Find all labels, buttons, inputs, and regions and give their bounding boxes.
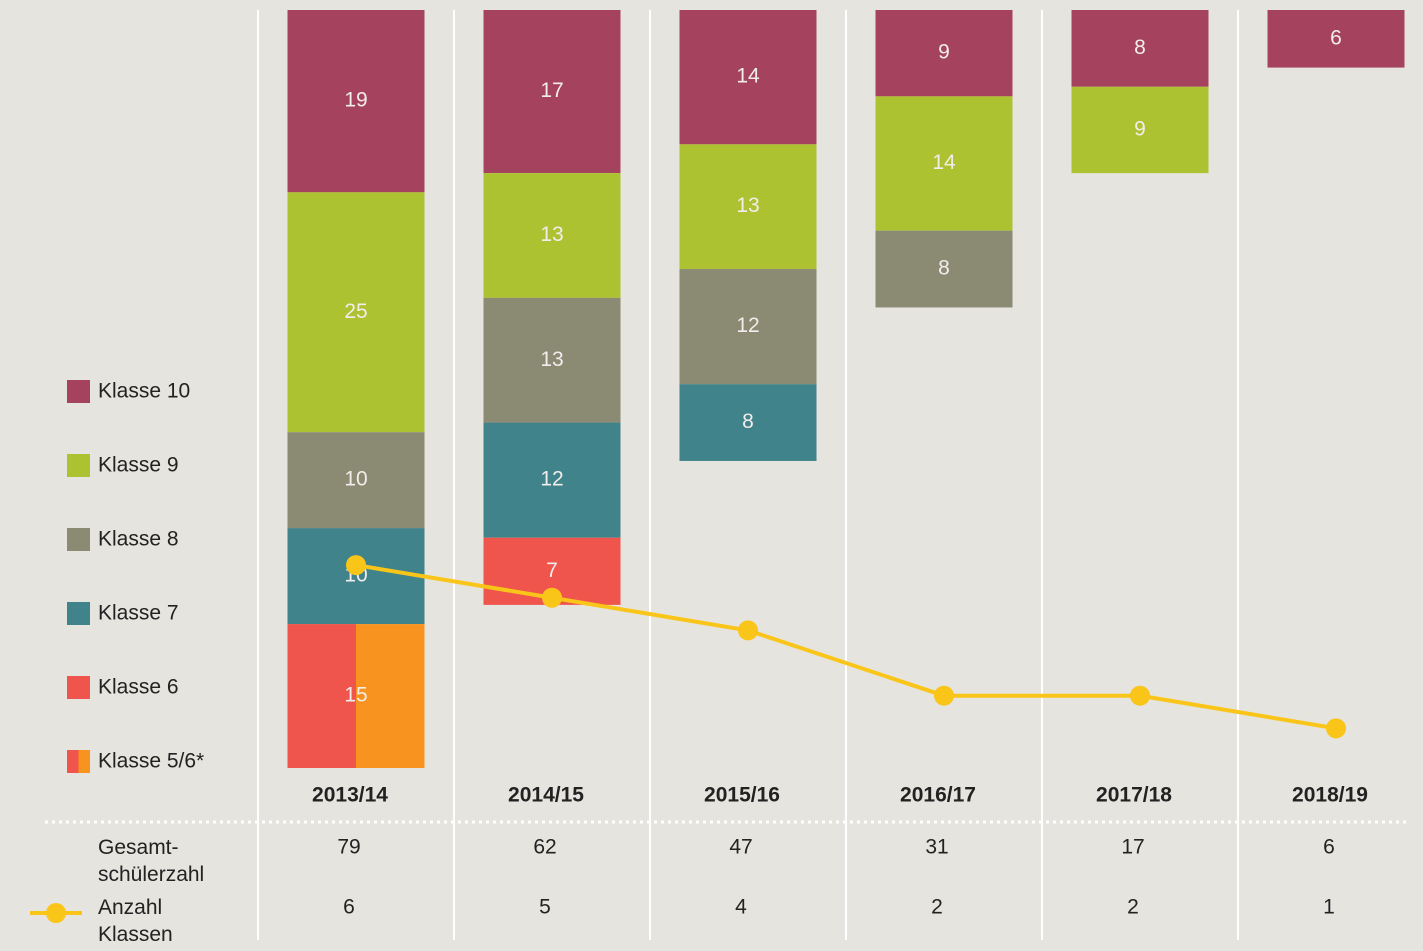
x-tick-label: 2016/17 [900, 784, 976, 807]
legend-swatch [67, 380, 90, 403]
table-value: 62 [533, 836, 556, 859]
bar-segment [679, 10, 817, 145]
table-value: 6 [343, 896, 355, 919]
row-label: Gesamt- schülerzahl [98, 836, 205, 886]
bar-segment [1071, 86, 1209, 174]
data-label: 13 [540, 223, 563, 246]
data-label: 14 [932, 151, 956, 174]
data-label: 9 [938, 41, 950, 64]
table-value: 2 [931, 896, 943, 919]
bar-segment [875, 96, 1013, 231]
line [355, 563, 1337, 731]
table-value: 4 [735, 896, 747, 919]
row-label: Anzahl Klassen [98, 896, 173, 946]
data-label: 10 [344, 468, 367, 491]
table-value: 31 [925, 836, 948, 859]
bar-segment [287, 432, 425, 529]
table-value: 79 [337, 836, 360, 859]
bar-segment [875, 230, 1013, 308]
legend-label: Klasse 9 [98, 454, 179, 477]
bar-segment [287, 10, 425, 193]
bar-segment [483, 422, 621, 538]
legend-label: Klasse 6 [98, 676, 179, 699]
bar-segment [679, 144, 817, 270]
line-point [738, 620, 758, 641]
bar-segment [483, 173, 621, 298]
data-label: 25 [344, 300, 367, 323]
data-label: 13 [540, 348, 563, 371]
data-label: 12 [540, 468, 563, 491]
table-value: 17 [1121, 836, 1144, 859]
legend-swatch [67, 454, 90, 477]
legend-swatch [67, 750, 90, 773]
data-label: 12 [736, 314, 759, 337]
bar-segment [483, 10, 621, 174]
legend-point [46, 903, 66, 923]
table-value: 47 [729, 836, 752, 859]
line-point [1326, 718, 1346, 739]
legend-swatch [67, 528, 90, 551]
legend-label: Klasse 10 [98, 380, 190, 403]
line-point [1130, 685, 1150, 706]
data-label: 8 [1134, 36, 1146, 59]
x-tick-label: 2014/15 [508, 784, 584, 807]
line-point [346, 555, 366, 576]
legend-label: Klasse 5/6* [98, 750, 204, 773]
x-tick-label: 2017/18 [1096, 784, 1172, 807]
table-value: 6 [1323, 836, 1335, 859]
data-label: 14 [736, 65, 760, 88]
x-tick-label: 2018/19 [1292, 784, 1368, 807]
bar-segment [287, 192, 425, 433]
data-label: 8 [742, 410, 754, 433]
table-value: 5 [539, 896, 551, 919]
data-label: 17 [540, 79, 563, 102]
bar-segment [287, 528, 425, 625]
legend-swatch [67, 676, 90, 699]
bar-segment [287, 624, 425, 768]
x-tick-label: 2015/16 [704, 784, 780, 807]
bar-segment [875, 10, 1013, 97]
bar-segment [1267, 10, 1405, 68]
bar-segment [679, 384, 817, 461]
data-label: 7 [546, 559, 558, 582]
bar-segment [483, 297, 621, 423]
data-label: 13 [736, 194, 759, 217]
table-value: 1 [1323, 896, 1335, 919]
bar-segment [1071, 10, 1209, 87]
bar-segment [679, 269, 817, 385]
line-point [542, 587, 562, 608]
data-label: 8 [938, 257, 950, 280]
data-label: 15 [344, 684, 367, 707]
data-label: 6 [1330, 26, 1342, 49]
line-point [934, 685, 954, 706]
legend-swatch [67, 602, 90, 625]
data-label: 9 [1134, 117, 1146, 140]
legend-label: Klasse 7 [98, 602, 179, 625]
x-tick-label: 2013/14 [312, 784, 388, 807]
data-label: 19 [344, 89, 367, 112]
legend-label: Klasse 8 [98, 528, 179, 551]
table-value: 2 [1127, 896, 1139, 919]
